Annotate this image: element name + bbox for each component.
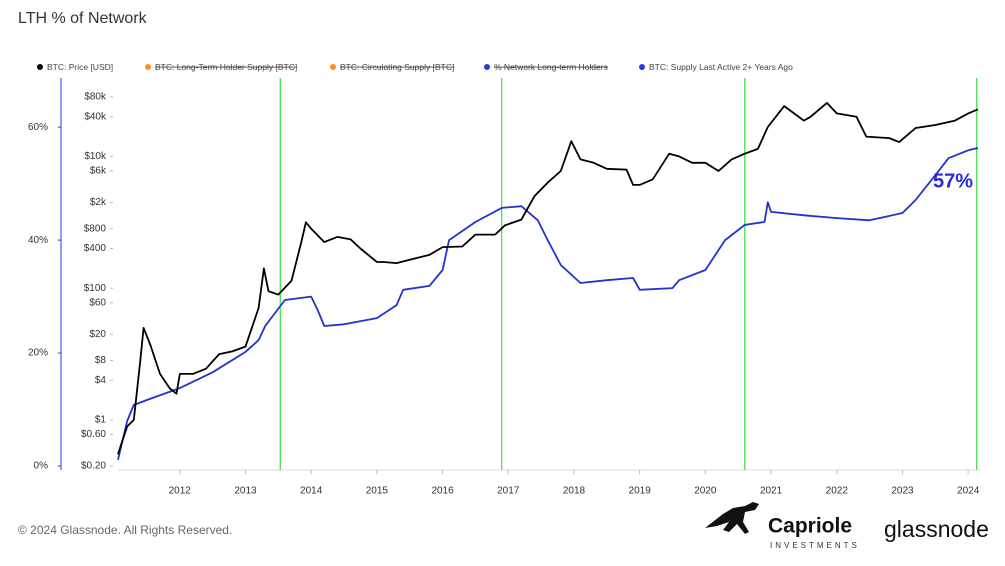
y2-tick-label: $2k <box>90 197 107 208</box>
y-tick-label: 40% <box>28 235 48 246</box>
x-tick-label: 2019 <box>629 486 652 497</box>
y2-tick-label: $40k <box>84 111 107 122</box>
x-tick-label: 2023 <box>891 486 914 497</box>
chart-title: LTH % of Network <box>18 10 148 27</box>
legend-marker <box>37 64 43 70</box>
y2-tick-label: $80k <box>84 92 107 103</box>
legend-label: BTC: Circulating Supply [BTC] <box>340 62 454 72</box>
series-line <box>117 147 979 461</box>
y2-tick-label: $800 <box>84 223 107 234</box>
x-tick-label: 2024 <box>957 486 980 497</box>
y2-tick-label: $0.60 <box>81 429 106 440</box>
y2-tick-label: $6k <box>90 166 107 177</box>
legend-marker <box>484 64 490 70</box>
logo-capriole: Capriole <box>768 515 852 538</box>
y2-tick-label: $4 <box>95 375 107 386</box>
x-tick-label: 2017 <box>497 486 520 497</box>
x-tick-label: 2013 <box>234 486 257 497</box>
y2-tick-label: $1 <box>95 415 107 426</box>
x-tick-label: 2012 <box>169 486 192 497</box>
y-tick-label: 60% <box>28 122 48 133</box>
legend-label: BTC: Supply Last Active 2+ Years Ago <box>649 62 793 72</box>
y2-tick-label: $10k <box>84 151 107 162</box>
y2-tick-label: $60 <box>89 297 106 308</box>
y2-tick-label: $0.20 <box>81 461 106 472</box>
x-tick-label: 2016 <box>431 486 454 497</box>
annotation: 57% <box>933 170 973 192</box>
y2-tick-label: $100 <box>84 283 107 294</box>
y-tick-label: 20% <box>28 348 48 359</box>
footer: © 2024 Glassnode. All Rights Reserved. <box>18 523 232 537</box>
legend-marker <box>639 64 645 70</box>
legend-label: BTC: Price [USD] <box>47 62 113 72</box>
logo-capriole-sub: INVESTMENTS <box>770 541 860 550</box>
y-tick-label: 0% <box>34 461 49 472</box>
logo-horse <box>705 502 759 534</box>
x-tick-label: 2020 <box>694 486 717 497</box>
x-tick-label: 2022 <box>826 486 849 497</box>
x-tick-label: 2014 <box>300 486 323 497</box>
series-line <box>117 102 979 455</box>
logo-glassnode: glassnode <box>884 516 989 542</box>
x-tick-label: 2018 <box>563 486 586 497</box>
x-tick-label: 2015 <box>366 486 389 497</box>
y2-tick-label: $20 <box>89 329 106 340</box>
y2-tick-label: $400 <box>84 243 107 254</box>
legend-label: % Network Long-term Holders <box>494 62 608 72</box>
y2-tick-label: $8 <box>95 355 107 366</box>
legend-marker <box>330 64 336 70</box>
x-tick-label: 2021 <box>760 486 783 497</box>
legend-marker <box>145 64 151 70</box>
legend-label: BTC: Long-Term Holder Supply [BTC] <box>155 62 297 72</box>
